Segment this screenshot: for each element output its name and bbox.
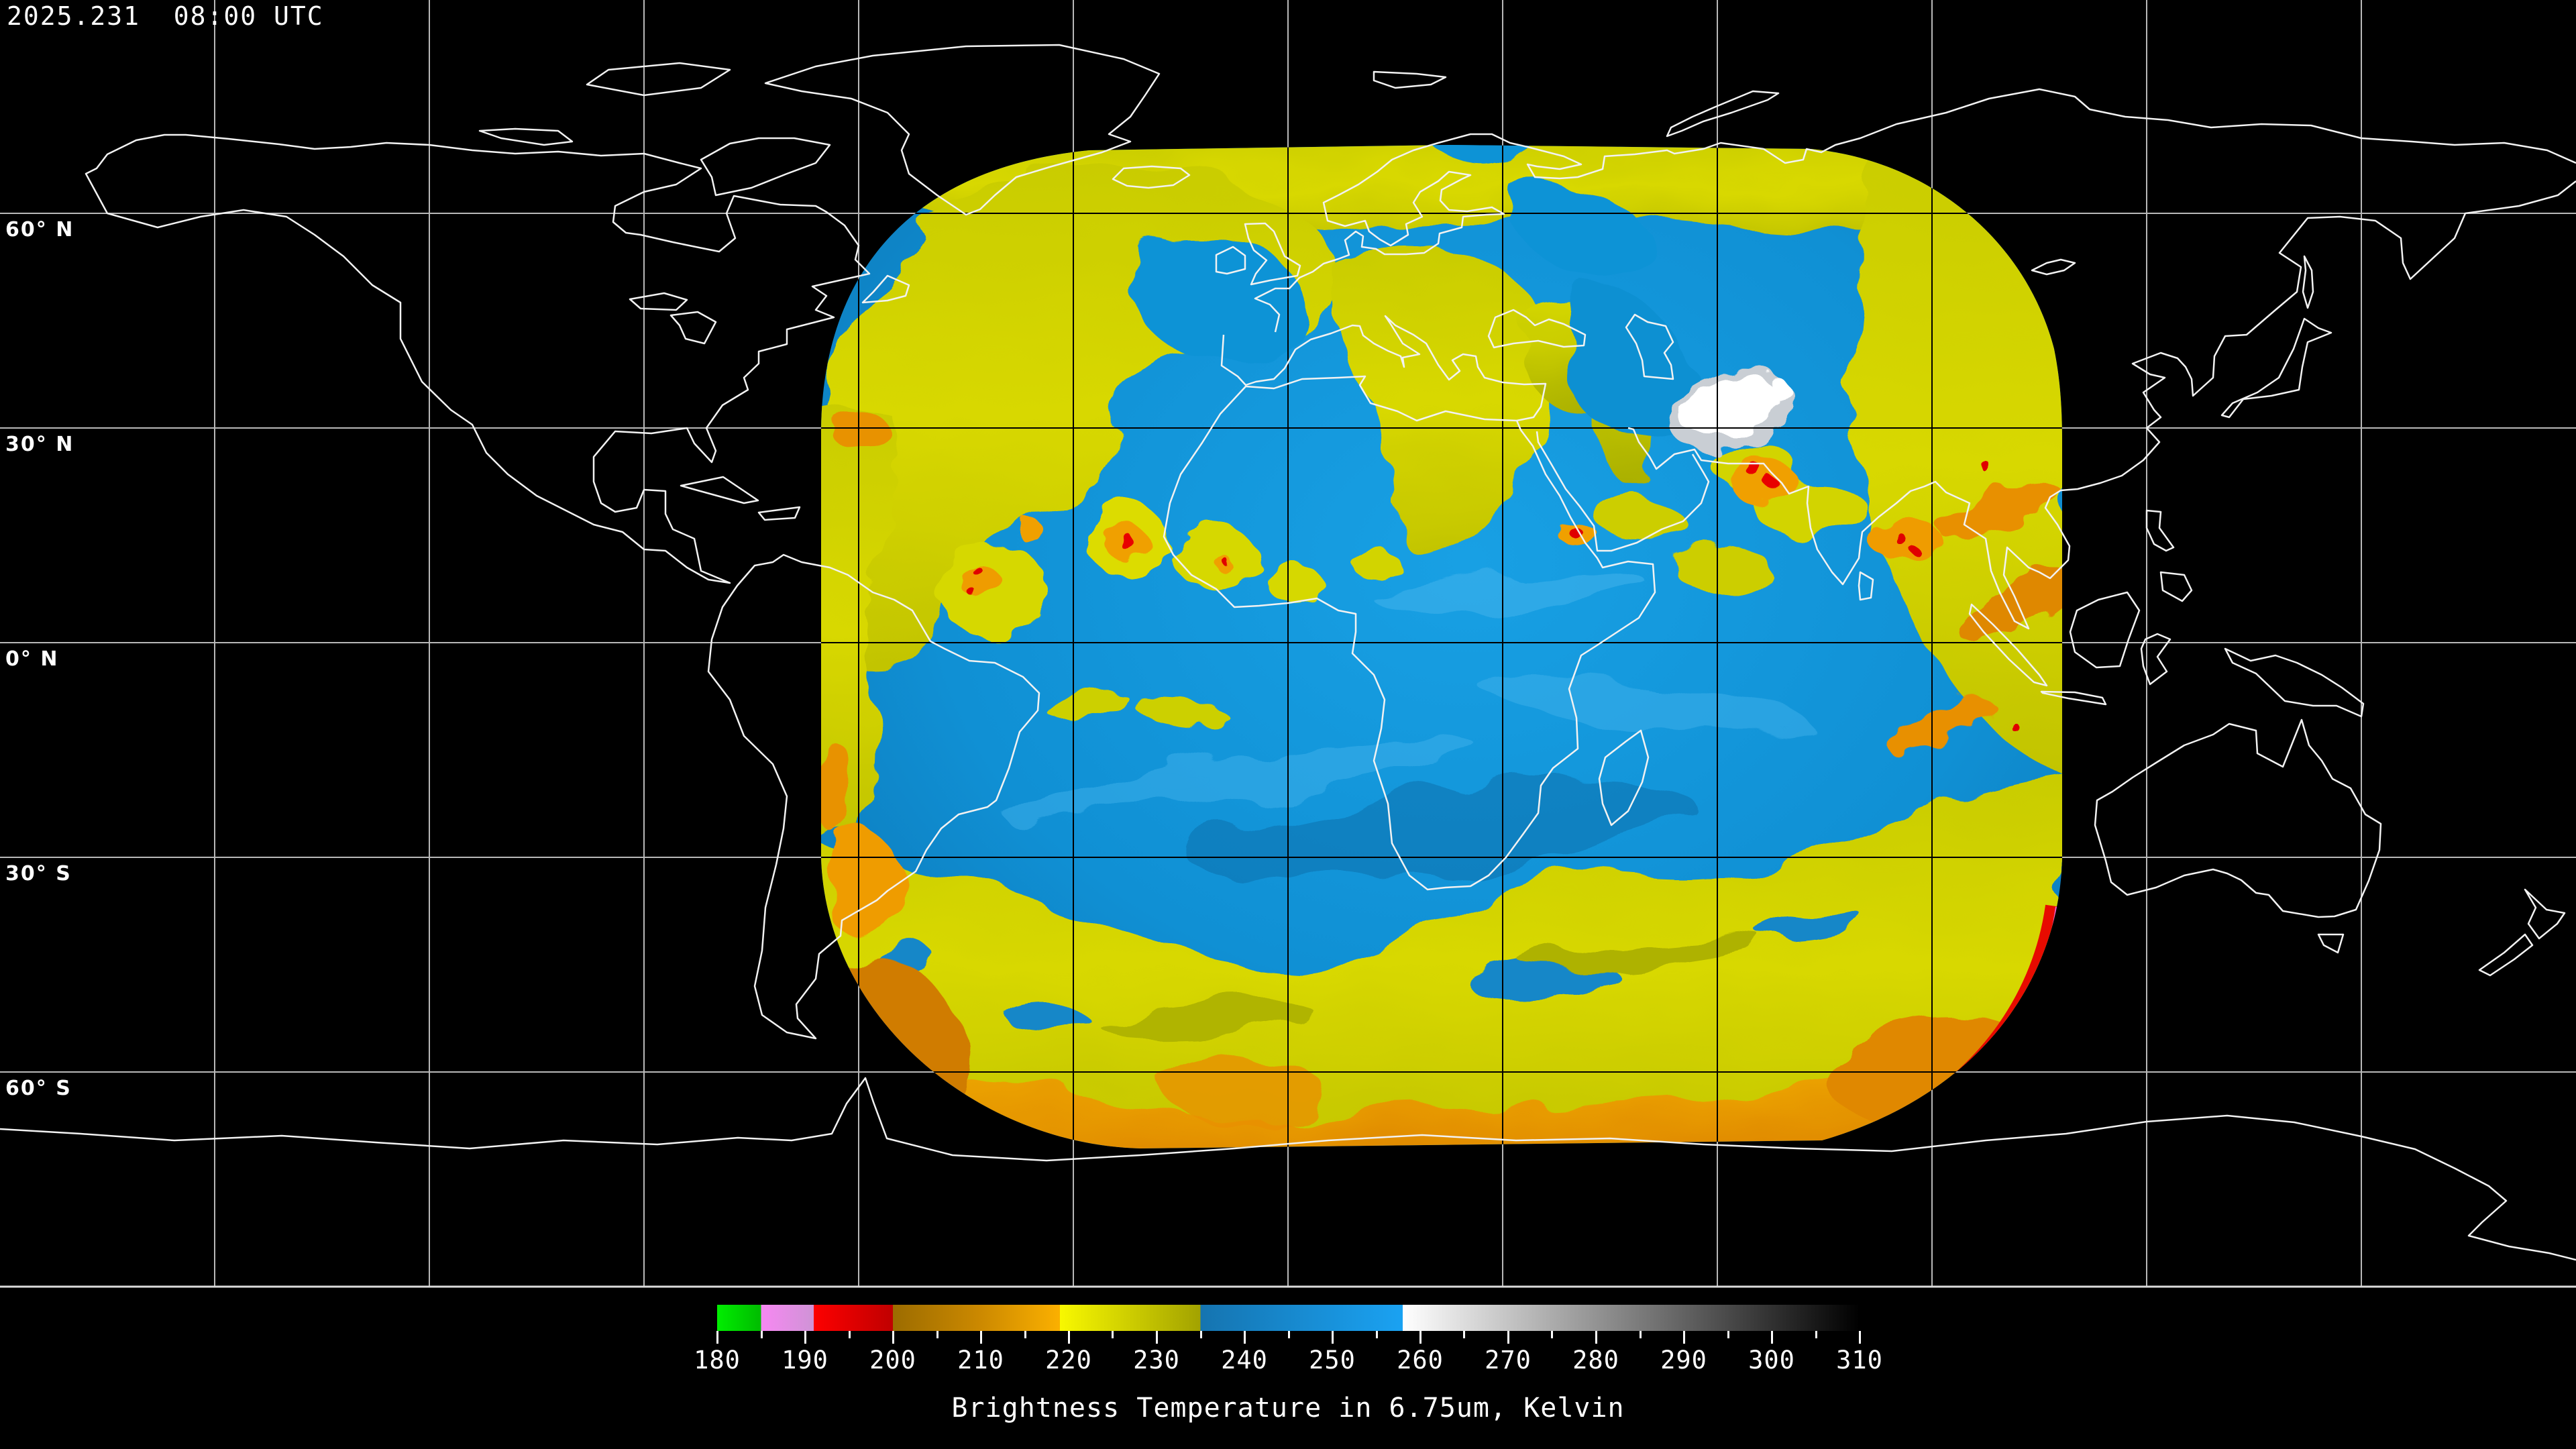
lat-label-60s: 60° S [5,1077,72,1100]
swath-blue-wisps [1009,568,1811,880]
lat-label-0n: 0° N [5,647,59,671]
timestamp-label: 2025.231 08:00 UTC [7,1,324,31]
swath-warm-white-patch [1668,370,1793,451]
swath-yellow-south [821,775,2062,1148]
swath-convection-clusters [939,455,2062,753]
swath-blue-gaps [1128,145,1694,443]
lat-label-30s: 30° S [5,862,72,885]
lat-label-60n: 60° N [5,218,74,241]
satellite-swath [821,145,2062,1148]
lat-label-30n: 30° N [5,433,74,456]
graticule-dark-overlay [821,145,2062,1148]
